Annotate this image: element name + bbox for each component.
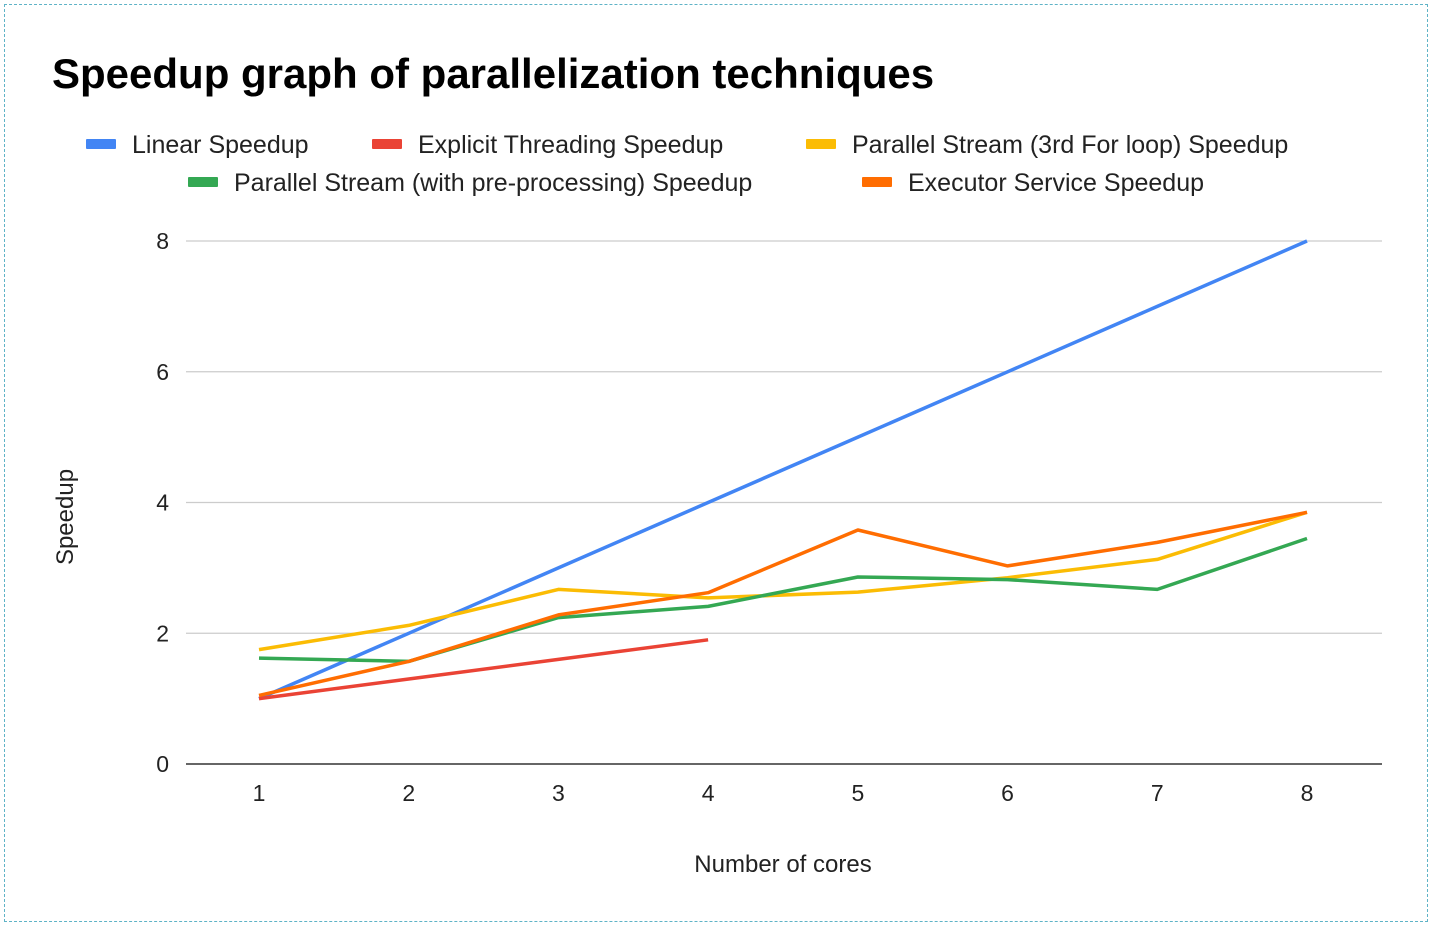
x-tick-label: 3: [552, 780, 565, 806]
y-tick-label: 4: [156, 490, 169, 516]
y-ticks: 0 2 4 6 8: [156, 228, 169, 777]
y-tick-label: 8: [156, 228, 169, 254]
legend-swatch: [188, 177, 218, 187]
legend-label: Explicit Threading Speedup: [418, 131, 723, 159]
chart-title: Speedup graph of parallelization techniq…: [52, 50, 935, 97]
legend-swatch: [372, 139, 402, 149]
x-tick-label: 6: [1001, 780, 1014, 806]
series-lines: [258, 239, 1308, 701]
legend-swatch: [862, 177, 892, 187]
x-tick-label: 7: [1151, 780, 1164, 806]
x-tick-label: 2: [402, 780, 415, 806]
x-tick-label: 1: [253, 780, 266, 806]
series-line-1: [258, 638, 709, 701]
x-ticks: 1 2 3 4 5 6 7 8: [253, 780, 1314, 806]
x-tick-label: 8: [1301, 780, 1314, 806]
x-tick-label: 5: [851, 780, 864, 806]
x-axis-label: Number of cores: [694, 851, 871, 878]
y-tick-label: 2: [156, 620, 169, 646]
legend-label: Parallel Stream (with pre-processing) Sp…: [234, 169, 752, 197]
y-tick-label: 6: [156, 359, 169, 385]
legend-swatch: [806, 139, 836, 149]
y-tick-label: 0: [156, 751, 169, 777]
series-line-3: [258, 536, 1308, 664]
legend: Linear Speedup Explicit Threading Speedup…: [86, 131, 1288, 197]
legend-swatch: [86, 139, 116, 149]
series-line-2: [258, 510, 1308, 652]
legend-label: Executor Service Speedup: [908, 169, 1204, 197]
legend-label: Linear Speedup: [132, 131, 309, 159]
x-tick-label: 4: [702, 780, 715, 806]
y-axis-label: Speedup: [52, 469, 79, 565]
chart-frame: [4, 4, 1428, 922]
legend-label: Parallel Stream (3rd For loop) Speedup: [852, 131, 1288, 159]
grid: [186, 240, 1382, 765]
series-line-0: [258, 239, 1308, 701]
series-line-4: [258, 510, 1308, 698]
